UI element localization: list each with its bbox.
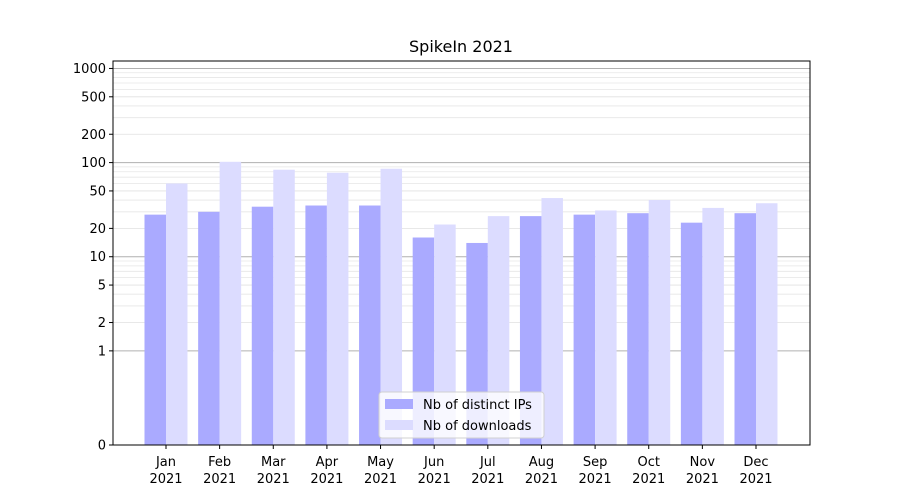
bar-downloads <box>380 168 403 445</box>
x-tick-label-year: 2021 <box>149 472 182 487</box>
x-tick-label-year: 2021 <box>579 472 612 487</box>
legend-label: Nb of distinct IPs <box>423 398 532 413</box>
legend-swatch <box>385 399 413 409</box>
legend-swatch <box>385 420 413 430</box>
x-tick-label-year: 2021 <box>739 472 772 487</box>
x-tick-label-year: 2021 <box>257 472 290 487</box>
x-tick-label-month: Apr <box>316 455 339 470</box>
bar-distinct-ips <box>519 216 542 445</box>
y-tick-label: 500 <box>81 90 106 105</box>
y-tick-label: 100 <box>81 156 106 171</box>
x-tick-label-month: Dec <box>743 455 768 470</box>
x-tick-label-year: 2021 <box>632 472 665 487</box>
bar-distinct-ips <box>359 205 381 445</box>
bar-distinct-ips <box>144 214 166 445</box>
legend: Nb of distinct IPs Nb of downloads <box>378 391 545 439</box>
bar-downloads <box>702 207 724 445</box>
bar-downloads <box>756 203 778 445</box>
y-tick-label: 5 <box>98 279 106 294</box>
x-tick-label-month: Aug <box>529 455 554 470</box>
x-tick-label-year: 2021 <box>471 472 504 487</box>
x-tick-label-month: Jan <box>155 455 176 470</box>
y-tick-label: 1000 <box>73 62 106 77</box>
x-axis: Jan 2021 Feb 2021 Mar 2021 Apr 2021 May 2021 Jun 20… <box>149 445 773 487</box>
x-tick-label-month: Jun <box>423 455 444 470</box>
bar-downloads <box>326 172 349 445</box>
y-tick-label: 200 <box>81 128 106 143</box>
legend-box <box>378 391 545 439</box>
bar-downloads <box>541 198 563 445</box>
bar-distinct-ips <box>627 213 649 445</box>
bar-distinct-ips <box>680 222 703 445</box>
bar-distinct-ips <box>734 213 756 445</box>
x-tick-label-month: Feb <box>208 455 231 470</box>
y-tick-label: 50 <box>89 184 106 199</box>
x-tick-label-month: Sep <box>583 455 608 470</box>
y-tick-label: 2 <box>98 316 106 331</box>
x-tick-label-year: 2021 <box>418 472 451 487</box>
bar-downloads <box>434 224 456 445</box>
x-tick-label-year: 2021 <box>310 472 343 487</box>
x-tick-label-month: Nov <box>690 455 716 470</box>
y-axis: 0 1 2 5 10 20 50 100 200 500 1000 <box>73 62 113 454</box>
x-tick-label-month: May <box>367 455 394 470</box>
x-tick-label-year: 2021 <box>364 472 397 487</box>
bar-downloads <box>595 210 617 445</box>
x-tick-label-year: 2021 <box>203 472 236 487</box>
y-tick-label: 20 <box>89 222 106 237</box>
bar-distinct-ips <box>305 205 327 445</box>
x-tick-label-month: Mar <box>261 455 286 470</box>
y-tick-label: 0 <box>98 439 106 454</box>
x-tick-label-month: Jul <box>479 455 496 470</box>
y-tick-label: 10 <box>89 250 106 265</box>
x-tick-label-month: Oct <box>637 455 659 470</box>
bar-distinct-ips <box>251 206 274 445</box>
x-tick-label-year: 2021 <box>525 472 558 487</box>
bar-downloads <box>219 161 242 445</box>
legend-label: Nb of downloads <box>423 419 532 434</box>
y-tick-label: 1 <box>98 344 106 359</box>
x-tick-label-year: 2021 <box>686 472 719 487</box>
bar-downloads <box>487 216 510 445</box>
plot-frame <box>112 60 811 446</box>
bar-distinct-ips <box>573 214 596 445</box>
bar-downloads <box>166 183 188 445</box>
bar-downloads <box>273 169 295 445</box>
chart-title: SpikeIn 2021 <box>409 37 513 56</box>
bar-distinct-ips <box>198 211 220 445</box>
bar-downloads <box>648 200 671 445</box>
